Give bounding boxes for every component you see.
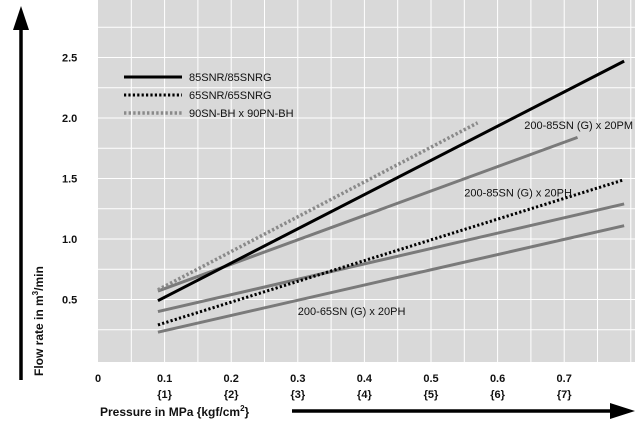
series-label: 200-85SN (G) x 20PM — [524, 120, 633, 132]
x-tick-sublabel: {5} — [424, 389, 439, 401]
legend: 85SNR/85SNRG 65SNR/65SNRG 90SN-BH x 90PN-B… — [124, 72, 294, 120]
x-tick-label: 0.6 — [490, 373, 505, 385]
x-axis-arrow — [292, 403, 635, 419]
x-tick-sublabel: {3} — [290, 389, 305, 401]
y-tick-label: 1.0 — [62, 234, 77, 246]
x-axis-ticks: 0 0.1 {1} 0.2 {2} 0.3 {3} 0.4 {4} 0.5 {5} 0.6 {6} 0.7… — [95, 373, 572, 401]
x-tick-label: 0.3 — [290, 373, 305, 385]
series-line-65snr-65snrg — [157, 178, 625, 327]
grid — [98, 0, 635, 362]
y-axis-title: Flow rate in m3/min — [31, 266, 46, 376]
x-tick-sublabel: {2} — [224, 389, 239, 401]
series-label: 200-65SN (G) x 20PH — [298, 306, 406, 318]
x-tick-label: 0.7 — [557, 373, 572, 385]
series-line-200-65sn-g-x-20ph — [157, 224, 625, 334]
x-tick-label: 0.4 — [357, 373, 373, 385]
x-tick-sublabel: {6} — [490, 389, 505, 401]
x-tick-label: 0.2 — [224, 373, 239, 385]
series-labels: 200-85SN (G) x 20PM 200-85SN (G) x 20PH 20… — [298, 120, 633, 318]
series-line-85snr-85snrg — [157, 59, 625, 303]
x-tick-label: 0.1 — [157, 373, 172, 385]
series-layer — [157, 59, 625, 334]
x-tick-label: 0 — [95, 373, 101, 385]
x-tick-sublabel: {1} — [157, 389, 172, 401]
y-axis-ticks: 0.5 1.0 1.5 2.0 2.5 — [62, 53, 77, 307]
x-tick-sublabel: {7} — [557, 389, 572, 401]
x-axis-title: Pressure in MPa {kgf/cm2} — [100, 404, 250, 419]
legend-label: 85SNR/85SNRG — [189, 72, 272, 84]
y-tick-label: 2.5 — [62, 53, 77, 65]
y-tick-label: 2.0 — [62, 113, 77, 125]
series-line-90sn-bh-x-90pn-bh — [157, 121, 479, 292]
legend-label: 90SN-BH x 90PN-BH — [189, 108, 294, 120]
series-label: 200-85SN (G) x 20PH — [464, 188, 572, 200]
y-axis-arrow — [13, 6, 29, 380]
x-tick-label: 0.5 — [423, 373, 438, 385]
y-tick-label: 0.5 — [62, 295, 77, 307]
series-line-200-85sn-g-x-20ph — [157, 202, 625, 314]
x-tick-sublabel: {4} — [357, 389, 372, 401]
legend-label: 65SNR/65SNRG — [189, 90, 272, 102]
y-tick-label: 1.5 — [62, 174, 77, 186]
